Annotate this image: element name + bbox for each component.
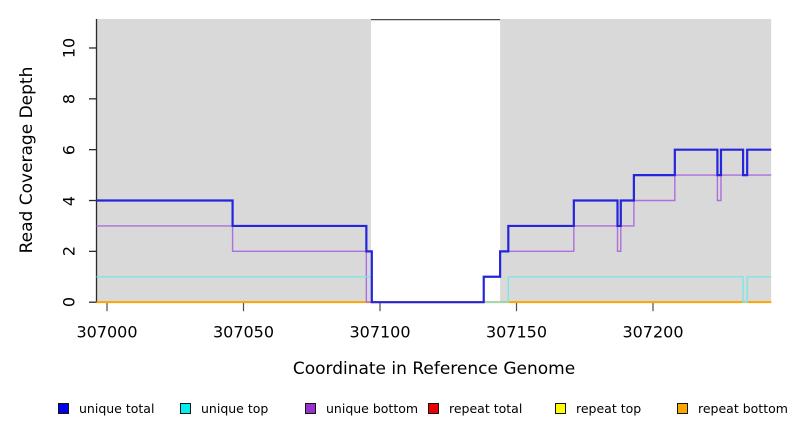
legend-entry-repeat-top: repeat top <box>555 400 641 416</box>
x-tick-label: 307150 <box>485 322 548 342</box>
x-tick-label: 307050 <box>212 322 275 342</box>
x-axis-title: Coordinate in Reference Genome <box>292 359 576 379</box>
legend-entry-unique-top: unique top <box>180 400 268 416</box>
shaded-region <box>96 19 371 303</box>
y-tick-label: 2 <box>59 246 79 257</box>
series-line-unique-bottom <box>96 174 772 303</box>
legend-swatch-icon <box>677 402 688 414</box>
y-tick-label: 0 <box>59 297 79 308</box>
legend-swatch-icon <box>305 402 316 414</box>
legend-label: unique total <box>79 400 155 416</box>
x-tick-label: 307100 <box>349 322 411 342</box>
y-tick-label: 8 <box>59 93 79 104</box>
shaded-region <box>500 19 772 303</box>
legend-entry-repeat-total: repeat total <box>428 400 522 416</box>
x-tick-label: 307000 <box>76 322 138 342</box>
legend-label: unique bottom <box>326 400 419 416</box>
y-axis-title: Read Coverage Depth <box>17 66 37 254</box>
legend-label: unique top <box>201 400 269 416</box>
legend-swatch-icon <box>428 402 439 414</box>
series-line-unique-total <box>96 148 772 304</box>
legend-entry-unique-total: unique total <box>58 400 154 416</box>
legend-label: repeat top <box>576 400 642 416</box>
y-tick-label: 10 <box>59 37 79 59</box>
legend-entry-repeat-bottom: repeat bottom <box>677 400 788 416</box>
legend-entry-unique-bottom: unique bottom <box>305 400 418 416</box>
legend-swatch-icon <box>58 402 69 414</box>
legend-label: repeat total <box>449 400 523 416</box>
x-tick-label: 307200 <box>622 322 684 342</box>
y-tick-label: 4 <box>59 195 79 206</box>
legend-swatch-icon <box>555 402 566 414</box>
legend-label: repeat bottom <box>698 400 788 416</box>
legend-swatch-icon <box>180 402 191 414</box>
y-tick-label: 6 <box>59 144 79 155</box>
